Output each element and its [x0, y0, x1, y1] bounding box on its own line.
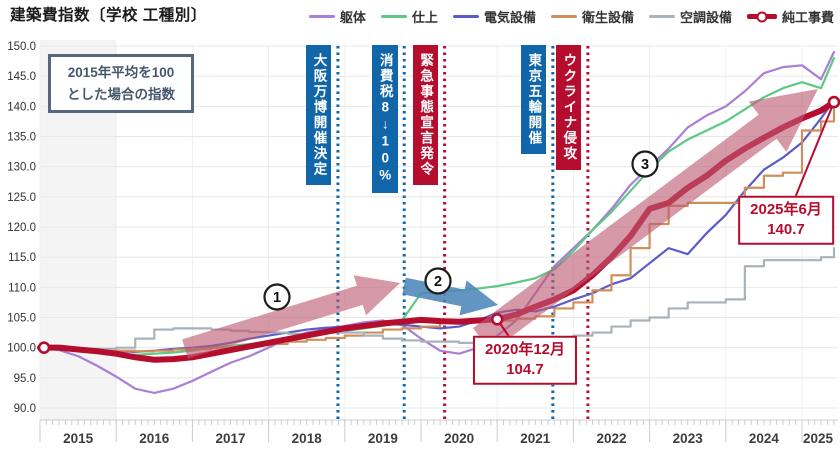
svg-text:1: 1 [273, 290, 281, 306]
legend-swatch-jun-koji-hi [746, 11, 777, 22]
svg-text:130.0: 130.0 [7, 162, 36, 174]
legend-swatch-kutai [308, 15, 335, 18]
svg-text:135.0: 135.0 [7, 132, 36, 144]
legend-swatch-kucho-setsubi [648, 15, 675, 18]
svg-text:145.0: 145.0 [7, 71, 36, 83]
legend-label-eisei-setsubi: 衛生設備 [581, 10, 634, 25]
svg-text:125.0: 125.0 [7, 192, 36, 204]
legend-item-kutai: 躯体 [308, 7, 366, 26]
note-line-1: 2015年平均を100 [67, 65, 175, 80]
svg-text:2019: 2019 [368, 431, 398, 446]
svg-text:100.0: 100.0 [7, 343, 36, 355]
legend-swatch-eisei-setsubi [550, 15, 577, 18]
svg-text:95.0: 95.0 [14, 373, 36, 385]
svg-text:3: 3 [641, 157, 649, 173]
svg-text:120.0: 120.0 [7, 222, 36, 234]
note-line-2: とした場合の指数 [67, 86, 175, 102]
data-point-marker [490, 313, 504, 326]
y-axis: 90.0 95.0 100.0 105.0 110.0 115.0 120.0 125.0 13… [7, 41, 36, 415]
x-axis: 2015 2016 2017 2018 2019 2020 2021 2022 2023 2024… [39, 420, 835, 446]
svg-text:2: 2 [434, 274, 442, 290]
legend-label-denki-setsubi: 電気設備 [483, 10, 536, 25]
legend-swatch-denki-setsubi [452, 15, 479, 18]
data-point-marker [37, 341, 51, 354]
legend-label-shiage: 仕上 [411, 10, 438, 25]
svg-text:105.0: 105.0 [7, 313, 36, 325]
series-line-kucho-setsubi [38, 247, 836, 350]
trend-arrow-1 [182, 275, 400, 359]
legend-item-eisei-setsubi: 衛生設備 [550, 7, 634, 26]
svg-text:2022: 2022 [596, 431, 626, 446]
series-line-kutai [38, 50, 836, 395]
legend-label-kutai: 躯体 [339, 10, 366, 25]
svg-text:150.0: 150.0 [7, 41, 36, 53]
arrow-badge-1: 1 [263, 283, 291, 311]
svg-text:140.0: 140.0 [7, 101, 36, 113]
trend-arrow-3 [473, 89, 818, 352]
svg-text:2021: 2021 [520, 431, 551, 446]
svg-text:2020: 2020 [444, 431, 474, 446]
svg-text:2023: 2023 [673, 431, 704, 446]
svg-text:2015: 2015 [63, 431, 94, 446]
legend: 躯体 仕上 電気設備 衛生設備 空調設備 純工事費 [308, 7, 834, 26]
callout-1: 2020年12月 104.7 [472, 335, 578, 385]
event-label-2: 消費税8↓10% [372, 45, 398, 193]
svg-text:2024: 2024 [749, 431, 780, 446]
legend-label-jun-koji-hi: 純工事費 [781, 10, 834, 25]
chart-title: 建築費指数〔学校 工種別〕 [10, 7, 207, 24]
legend-item-jun-koji-hi: 純工事費 [746, 7, 834, 26]
index-base-note: 2015年平均を100 とした場合の指数 [48, 54, 194, 114]
legend-item-shiage: 仕上 [380, 7, 438, 26]
event-label-4: 東京五輪開催 [520, 45, 547, 154]
callout-2: 2025年6月 140.7 [738, 195, 834, 245]
svg-text:2016: 2016 [139, 431, 170, 446]
event-label-3: 緊急事態宣言発令 [412, 45, 439, 185]
legend-item-kucho-setsubi: 空調設備 [648, 7, 732, 26]
arrow-badge-2: 2 [424, 267, 452, 295]
event-label-1: 大阪万博開催決定 [305, 45, 332, 185]
svg-text:110.0: 110.0 [8, 282, 36, 294]
legend-marker-icon [756, 11, 768, 22]
data-point-marker [827, 95, 840, 109]
svg-text:2018: 2018 [292, 431, 323, 446]
svg-text:2025: 2025 [803, 431, 834, 446]
series-line-eisei-setsubi [38, 108, 836, 353]
svg-text:115.0: 115.0 [8, 252, 36, 264]
legend-label-kucho-setsubi: 空調設備 [679, 10, 732, 25]
svg-text:2017: 2017 [215, 431, 245, 446]
legend-swatch-shiage [380, 15, 407, 18]
arrow-badge-3: 3 [631, 150, 659, 178]
event-label-5: ウクライナ侵攻 [555, 45, 582, 170]
svg-text:90.0: 90.0 [14, 403, 36, 415]
legend-item-denki-setsubi: 電気設備 [452, 7, 536, 26]
